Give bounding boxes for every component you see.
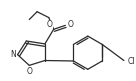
Text: O: O bbox=[26, 67, 32, 76]
Text: Cl: Cl bbox=[128, 57, 135, 66]
Text: N: N bbox=[10, 50, 16, 59]
Text: O: O bbox=[68, 20, 74, 29]
Text: O: O bbox=[47, 20, 53, 29]
